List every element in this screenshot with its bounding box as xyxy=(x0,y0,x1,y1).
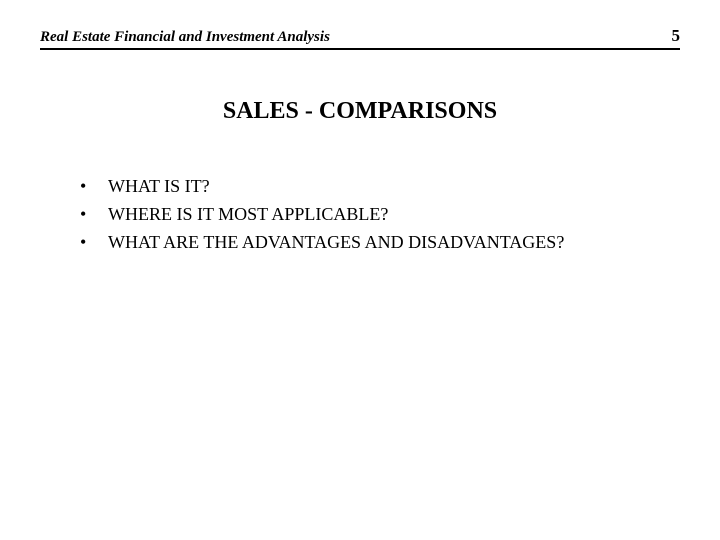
bullet-list: WHAT IS IT? WHERE IS IT MOST APPLICABLE?… xyxy=(80,173,720,257)
header-row: Real Estate Financial and Investment Ana… xyxy=(0,0,720,46)
page-title: SALES - COMPARISONS xyxy=(0,98,720,125)
list-item: WHAT ARE THE ADVANTAGES AND DISADVANTAGE… xyxy=(80,229,720,257)
page-number: 5 xyxy=(672,26,681,46)
header-title: Real Estate Financial and Investment Ana… xyxy=(40,29,330,46)
header-rule xyxy=(40,48,680,50)
list-item: WHAT IS IT? xyxy=(80,173,720,201)
list-item: WHERE IS IT MOST APPLICABLE? xyxy=(80,201,720,229)
